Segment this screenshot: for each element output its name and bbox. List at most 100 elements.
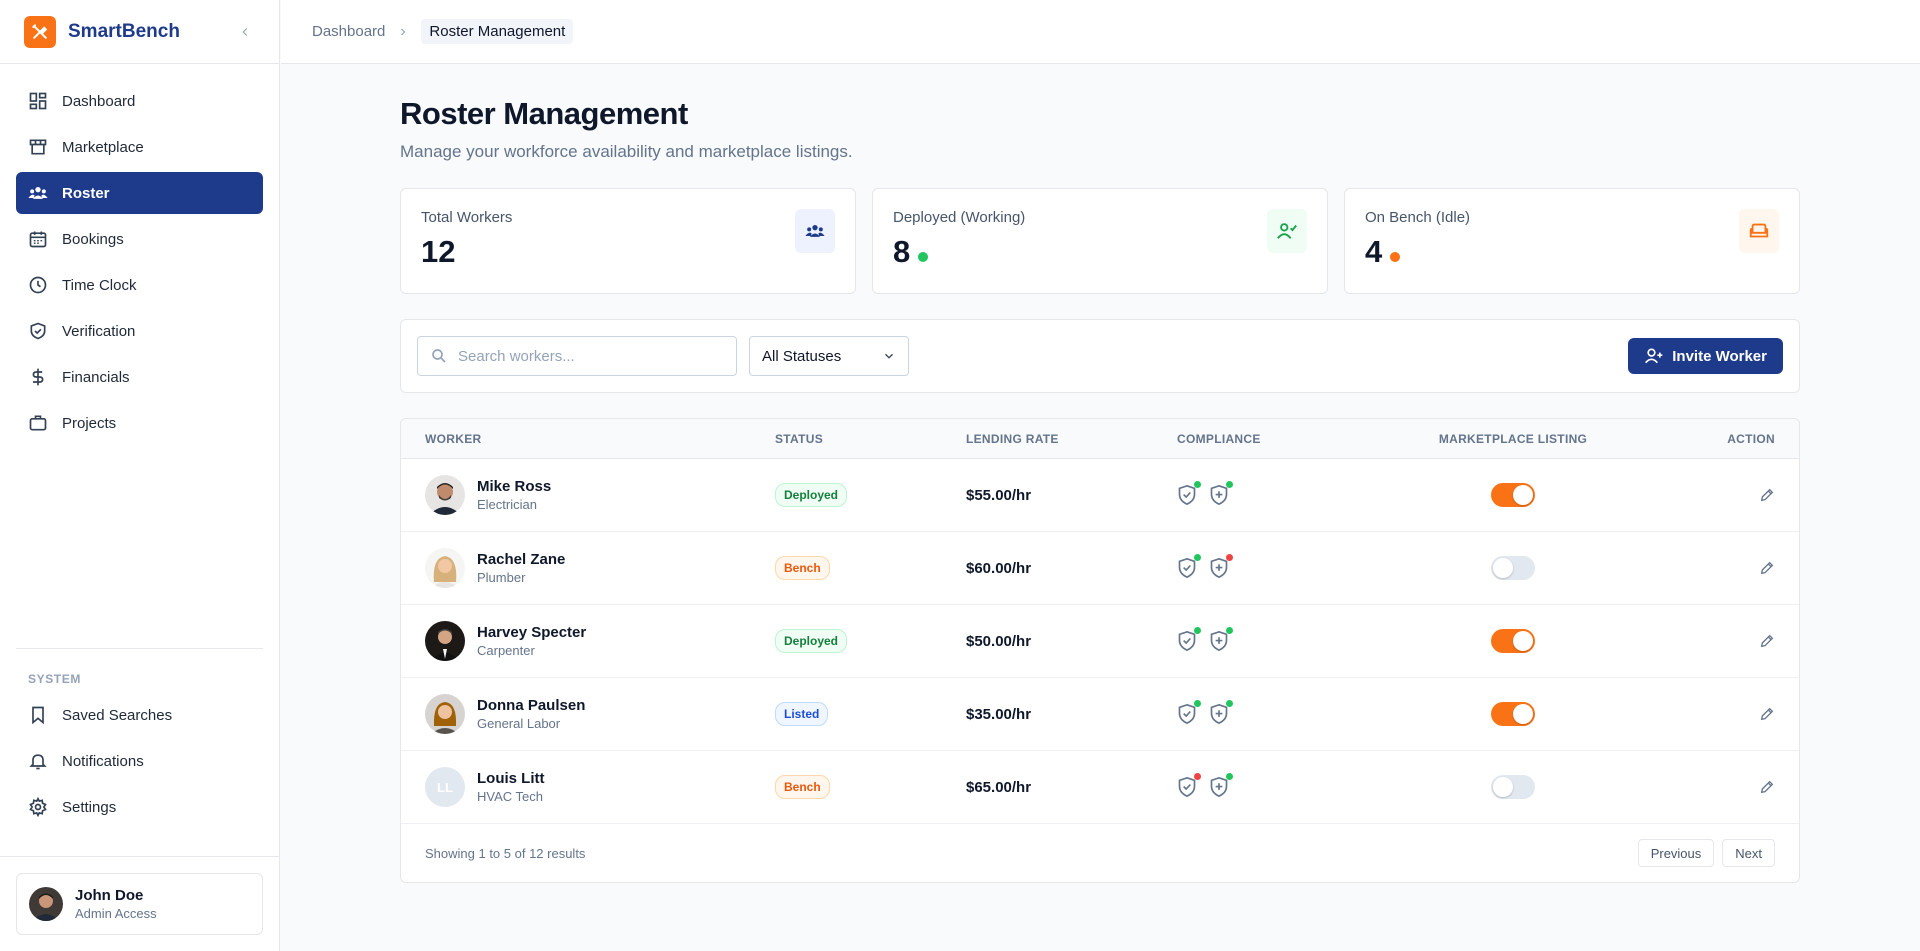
top-bar: Dashboard Roster Management	[281, 0, 1920, 64]
next-button[interactable]: Next	[1722, 839, 1775, 867]
compliance-status-dot	[1226, 554, 1233, 561]
bell-icon	[28, 751, 48, 771]
compliance-cell	[1177, 554, 1433, 579]
marketplace-listing-toggle[interactable]	[1491, 483, 1535, 507]
dashboard-icon	[28, 91, 48, 111]
stat-value-wrap: 8	[893, 234, 1307, 270]
sidebar-item-notifications[interactable]: Notifications	[16, 740, 263, 782]
avatar	[425, 475, 465, 515]
shield-check-icon[interactable]	[1177, 700, 1201, 725]
divider	[16, 648, 263, 649]
marketplace-listing-toggle[interactable]	[1491, 556, 1535, 580]
sidebar-item-bookings[interactable]: Bookings	[16, 218, 263, 260]
sidebar-item-label: Time Clock	[62, 276, 137, 294]
sidebar-item-marketplace[interactable]: Marketplace	[16, 126, 263, 168]
app-name: SmartBench	[68, 20, 180, 42]
filter-toolbar: All Statuses Invite Worker	[400, 319, 1800, 393]
marketplace-listing-toggle[interactable]	[1491, 702, 1535, 726]
status-cell: Listed	[775, 702, 966, 726]
header-lending-rate[interactable]: LENDING RATE	[966, 431, 1059, 446]
table-row[interactable]: Rachel Zane Plumber Bench $60.00/hr	[401, 532, 1799, 605]
shield-check-icon[interactable]	[1177, 773, 1201, 798]
action-cell	[1593, 487, 1799, 503]
chevron-left-icon[interactable]	[235, 22, 255, 42]
pencil-icon[interactable]	[1759, 779, 1775, 795]
brand-header: SmartBench	[0, 0, 279, 64]
bookmark-icon	[28, 705, 48, 725]
status-cell: Deployed	[775, 629, 966, 653]
users-icon	[795, 209, 835, 253]
calendar-icon	[28, 229, 48, 249]
breadcrumb-dashboard[interactable]: Dashboard	[312, 23, 386, 40]
worker-role: Electrician	[477, 497, 537, 512]
marketplace-listing-toggle[interactable]	[1491, 775, 1535, 799]
shield-plus-icon[interactable]	[1209, 627, 1233, 652]
status-badge: Listed	[775, 702, 829, 726]
header-worker[interactable]: WORKER	[425, 431, 482, 446]
shield-plus-icon[interactable]	[1209, 773, 1233, 798]
status-cell: Bench	[775, 775, 966, 799]
invite-worker-button[interactable]: Invite Worker	[1628, 338, 1783, 374]
shield-check-icon[interactable]	[1177, 627, 1201, 652]
avatar-initials: LL	[437, 779, 453, 795]
worker-cell: Rachel Zane Plumber	[401, 548, 775, 588]
worker-role: General Labor	[477, 716, 561, 731]
divider	[0, 856, 279, 857]
stat-label: On Bench (Idle)	[1365, 209, 1471, 226]
compliance-status-dot	[1194, 627, 1201, 634]
sidebar-item-projects[interactable]: Projects	[16, 402, 263, 444]
shield-plus-icon[interactable]	[1209, 554, 1233, 579]
toggle-knob	[1513, 631, 1533, 651]
stat-card: On Bench (Idle) 4	[1344, 188, 1800, 294]
pencil-icon[interactable]	[1759, 560, 1775, 576]
table-row[interactable]: Donna Paulsen General Labor Listed $35.0…	[401, 678, 1799, 751]
shield-plus-icon[interactable]	[1209, 481, 1233, 506]
dollar-icon	[28, 367, 48, 387]
compliance-cell	[1177, 773, 1433, 798]
sidebar-item-financials[interactable]: Financials	[16, 356, 263, 398]
status-dot	[1390, 252, 1401, 262]
listing-cell	[1433, 556, 1593, 580]
table-row[interactable]: Mike Ross Electrician Deployed $55.00/hr	[401, 459, 1799, 532]
header-compliance: COMPLIANCE	[1177, 431, 1261, 446]
worker-name: Donna Paulsen	[477, 697, 586, 714]
search-box[interactable]	[417, 336, 737, 376]
status-badge: Bench	[775, 775, 830, 799]
search-input[interactable]	[458, 347, 718, 365]
shield-check-icon[interactable]	[1177, 481, 1201, 506]
sidebar-item-time-clock[interactable]: Time Clock	[16, 264, 263, 306]
shield-check-icon[interactable]	[1177, 554, 1201, 579]
avatar	[425, 621, 465, 661]
sidebar-item-dashboard[interactable]: Dashboard	[16, 80, 263, 122]
sidebar-item-roster[interactable]: Roster	[16, 172, 263, 214]
pencil-icon[interactable]	[1759, 487, 1775, 503]
header-action: ACTION	[1727, 431, 1775, 446]
action-cell	[1593, 633, 1799, 649]
toggle-knob	[1493, 777, 1513, 797]
avatar: LL	[425, 767, 465, 807]
shield-plus-icon[interactable]	[1209, 700, 1233, 725]
stat-card: Deployed (Working) 8	[872, 188, 1328, 294]
previous-button[interactable]: Previous	[1637, 839, 1715, 867]
user-profile-card[interactable]: John Doe Admin Access	[16, 873, 263, 935]
worker-name: Harvey Specter	[477, 624, 587, 641]
sidebar-item-verification[interactable]: Verification	[16, 310, 263, 352]
sidebar-item-label: Projects	[62, 414, 117, 432]
pencil-icon[interactable]	[1759, 706, 1775, 722]
table-row[interactable]: Harvey Specter Carpenter Deployed $50.00…	[401, 605, 1799, 678]
table-row[interactable]: LL Louis Litt HVAC Tech Bench $65.00/hr	[401, 751, 1799, 824]
worker-name: Mike Ross	[477, 478, 552, 495]
marketplace-listing-toggle[interactable]	[1491, 629, 1535, 653]
sidebar-item-settings[interactable]: Settings	[16, 786, 263, 828]
worker-name: Rachel Zane	[477, 551, 566, 568]
avatar	[29, 887, 63, 921]
sidebar-item-saved-searches[interactable]: Saved Searches	[16, 694, 263, 736]
header-status[interactable]: STATUS	[775, 431, 824, 446]
lending-rate: $35.00/hr	[966, 705, 1032, 723]
shield-check-icon	[28, 321, 48, 341]
pencil-icon[interactable]	[1759, 633, 1775, 649]
sofa-icon	[1739, 209, 1779, 253]
user-name: John Doe	[75, 887, 144, 904]
status-filter-select[interactable]: All Statuses	[749, 336, 909, 376]
breadcrumb-current: Roster Management	[421, 19, 574, 44]
